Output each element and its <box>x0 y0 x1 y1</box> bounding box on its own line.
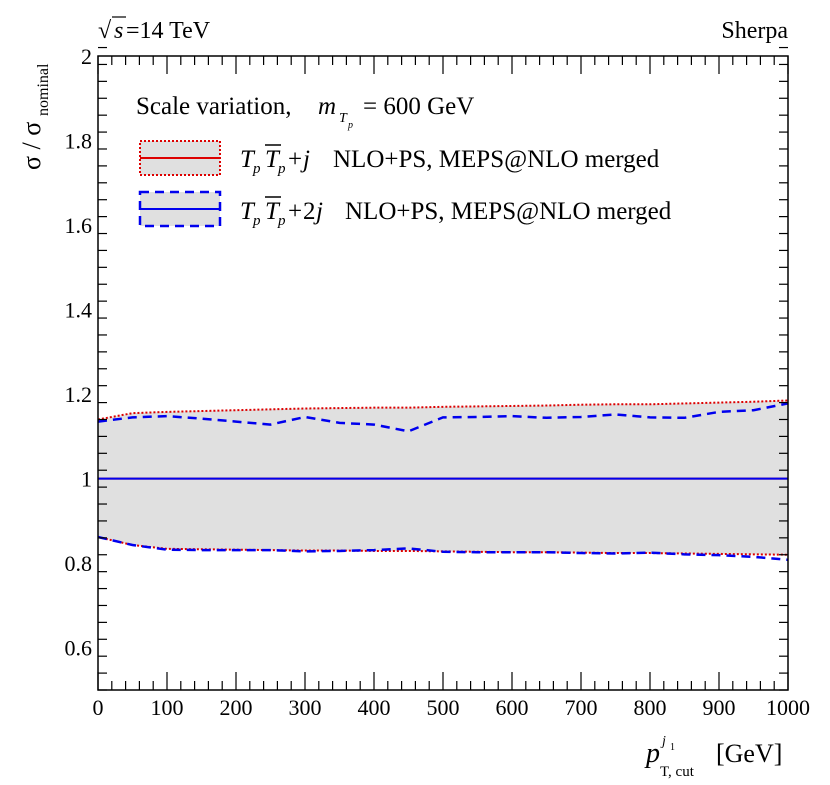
legend-header-var: m <box>318 93 336 120</box>
generator-label: Sherpa <box>721 18 788 44</box>
svg-text:+: + <box>288 198 302 225</box>
svg-text:T: T <box>265 146 281 173</box>
legend-header-pre: Scale variation, <box>136 93 292 120</box>
x-tick-label: 900 <box>703 695 736 720</box>
x-tick-label: 800 <box>634 695 667 720</box>
legend-entry-1-formula: T p T p + j <box>240 144 310 177</box>
y-axis-label-sub: nominal <box>35 63 52 116</box>
svg-text:p: p <box>252 161 261 177</box>
series-lines <box>97 399 789 562</box>
x-tick-label: 300 <box>289 695 322 720</box>
y-tick-label: 1.2 <box>65 382 93 407</box>
y-tick-label: 0.6 <box>65 636 93 661</box>
legend-entry-2-formula: T p T p + 2 j <box>240 196 323 229</box>
uncertainty-bands <box>98 400 788 555</box>
x-tick-label: 1000 <box>766 695 810 720</box>
x-axis-label-sup-sub: 1 <box>670 742 675 753</box>
band-fill <box>98 400 788 555</box>
svg-text:2: 2 <box>303 198 316 225</box>
sqrt-symbol: √ <box>98 18 112 44</box>
energy-value: =14 TeV <box>126 18 211 44</box>
series-2-upper-line <box>97 402 789 433</box>
x-tick-label: 400 <box>358 695 391 720</box>
legend-entry-2-text: NLO+PS, MEPS@NLO merged <box>345 198 672 225</box>
x-tick-label: 0 <box>93 695 104 720</box>
legend-entry-1-text: NLO+PS, MEPS@NLO merged <box>333 146 660 173</box>
y-axis-label: σ / σ nominal <box>17 63 52 170</box>
x-tick-label: 600 <box>496 695 529 720</box>
x-axis-label-var: p <box>644 738 660 769</box>
legend-header-post: = 600 GeV <box>363 93 474 120</box>
svg-text:p: p <box>252 213 261 229</box>
svg-text:j: j <box>300 146 310 173</box>
svg-text:T: T <box>240 198 256 225</box>
x-axis-label: p T, cut j 1 [GeV] <box>644 734 782 780</box>
y-axis-label-main: σ / σ <box>17 122 46 170</box>
x-axis-label-unit: [GeV] <box>716 739 782 768</box>
energy-sqrt-var: s <box>114 18 123 44</box>
svg-text:T: T <box>265 198 281 225</box>
y-tick-label: 1 <box>81 467 92 492</box>
x-tick-label: 100 <box>151 695 184 720</box>
svg-text:p: p <box>277 213 286 229</box>
x-axis-label-sub: T, cut <box>660 764 695 780</box>
legend-header-subsub: p <box>347 120 353 131</box>
x-axis-label-sup: j <box>660 734 666 749</box>
y-tick-label: 1.6 <box>65 213 93 238</box>
energy-label: √ s =14 TeV <box>98 16 211 44</box>
y-ticks: 0.6 0.8 1 1.2 1.4 1.6 1.8 2 <box>65 44 788 691</box>
svg-text:j: j <box>313 198 323 225</box>
legend: Scale variation, m T p = 600 GeV T p T p… <box>136 93 672 229</box>
legend-header-sub: T <box>339 111 348 126</box>
x-tick-label: 500 <box>427 695 460 720</box>
legend-header: Scale variation, m T p = 600 GeV <box>136 93 474 131</box>
svg-text:p: p <box>277 161 286 177</box>
series-1-upper-line <box>97 399 789 421</box>
x-ticks: 0 100 200 300 400 500 600 700 800 900 1000 <box>93 56 810 720</box>
svg-text:T: T <box>240 146 256 173</box>
y-tick-label: 1.8 <box>65 129 93 154</box>
x-tick-label: 200 <box>220 695 253 720</box>
y-tick-label: 2 <box>81 44 92 69</box>
x-tick-label: 700 <box>565 695 598 720</box>
series-2-lower-line <box>97 535 789 562</box>
y-tick-label: 0.8 <box>65 551 93 576</box>
svg-text:+: + <box>288 146 302 173</box>
y-tick-label: 1.4 <box>65 298 93 323</box>
